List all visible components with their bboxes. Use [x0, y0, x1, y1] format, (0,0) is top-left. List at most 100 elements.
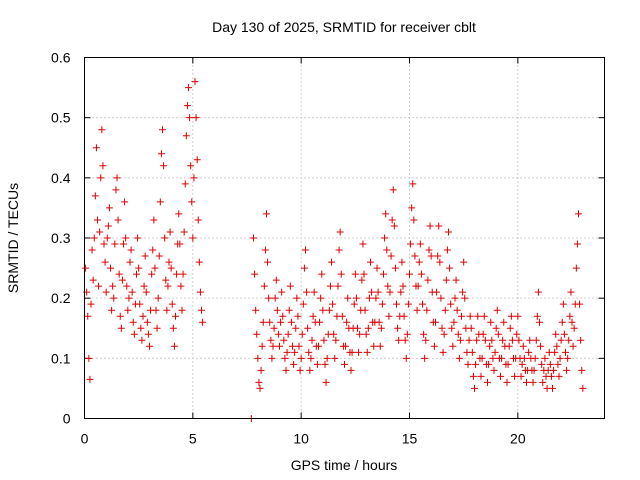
data-point: [94, 216, 101, 224]
data-point: [142, 288, 150, 296]
data-point: [450, 318, 458, 326]
data-points: [82, 78, 587, 422]
data-point: [550, 366, 558, 374]
data-point: [557, 336, 565, 344]
data-point: [351, 270, 359, 278]
data-point: [140, 282, 148, 290]
data-point: [306, 366, 314, 374]
data-point: [376, 342, 384, 350]
data-point: [434, 252, 442, 260]
data-point: [102, 288, 110, 296]
data-point: [497, 372, 504, 380]
data-point: [156, 198, 164, 206]
data-point: [390, 222, 398, 230]
data-point: [523, 378, 530, 386]
data-point: [467, 324, 475, 332]
data-point: [484, 378, 491, 386]
chart-title: Day 130 of 2025, SRMTID for receiver cbl…: [212, 19, 476, 35]
data-point: [287, 318, 295, 326]
data-point: [393, 300, 400, 308]
data-point: [437, 294, 445, 302]
data-point: [252, 306, 260, 314]
data-point: [284, 330, 292, 338]
data-point: [111, 240, 119, 248]
data-point: [375, 318, 383, 326]
data-point: [134, 234, 142, 242]
data-point: [138, 336, 146, 344]
data-point: [285, 306, 293, 314]
data-point: [130, 330, 138, 338]
data-point: [196, 288, 204, 296]
data-point: [181, 180, 189, 188]
data-point: [532, 336, 540, 344]
data-point: [299, 300, 307, 308]
data-point: [281, 354, 289, 362]
data-point: [536, 318, 543, 326]
plot-frame: [84, 57, 605, 419]
data-point: [403, 330, 411, 338]
data-point: [448, 324, 456, 332]
data-point: [99, 162, 107, 170]
data-point: [472, 360, 480, 368]
data-point: [511, 372, 519, 380]
data-point: [162, 276, 170, 284]
data-point: [265, 294, 273, 302]
data-point: [517, 372, 525, 380]
data-point: [578, 366, 586, 374]
data-point: [98, 126, 106, 134]
data-point: [330, 330, 338, 338]
y-tick-label: 0.4: [51, 170, 71, 186]
data-point: [283, 348, 291, 356]
data-point: [165, 258, 173, 266]
data-point: [117, 324, 125, 332]
data-point: [310, 288, 318, 296]
data-point: [503, 378, 511, 386]
data-point: [453, 306, 461, 314]
data-point: [136, 300, 144, 308]
data-point: [337, 270, 345, 278]
data-point: [155, 252, 163, 260]
data-point: [391, 264, 399, 272]
data-point: [107, 264, 114, 272]
data-point: [381, 234, 389, 242]
data-point: [575, 210, 582, 218]
data-point: [454, 330, 462, 338]
data-point: [96, 228, 104, 236]
data-point: [367, 258, 374, 266]
data-point: [395, 336, 403, 344]
data-point: [177, 282, 185, 290]
data-point: [320, 336, 328, 344]
data-point: [547, 372, 555, 380]
data-point: [160, 162, 168, 170]
data-point: [167, 264, 175, 272]
data-point: [343, 318, 351, 326]
data-point: [436, 258, 444, 266]
y-axis-label: SRMTID / TECUs: [5, 183, 21, 293]
data-point: [329, 300, 337, 308]
data-point: [576, 300, 584, 308]
data-point: [282, 366, 290, 374]
data-point: [321, 360, 329, 368]
data-point: [365, 294, 373, 302]
data-point: [491, 348, 499, 356]
data-point: [159, 126, 166, 134]
y-tick-label: 0.3: [51, 230, 71, 246]
data-point: [558, 318, 566, 326]
data-point: [352, 294, 360, 302]
data-point: [170, 342, 178, 350]
data-point: [315, 342, 322, 350]
data-point: [286, 282, 294, 290]
axis-ticks: 0 0.1 0.2 0.3 0.4 0.5 0.6 0 5 10 15 20: [51, 50, 605, 447]
data-point: [445, 228, 452, 236]
data-point: [152, 306, 160, 314]
data-point: [309, 312, 317, 320]
data-point: [271, 294, 279, 302]
data-point: [407, 240, 415, 248]
data-point: [250, 234, 257, 242]
data-point: [440, 330, 448, 338]
data-point: [302, 246, 309, 254]
data-point: [549, 384, 556, 392]
data-point: [168, 300, 176, 308]
data-point: [567, 288, 575, 296]
